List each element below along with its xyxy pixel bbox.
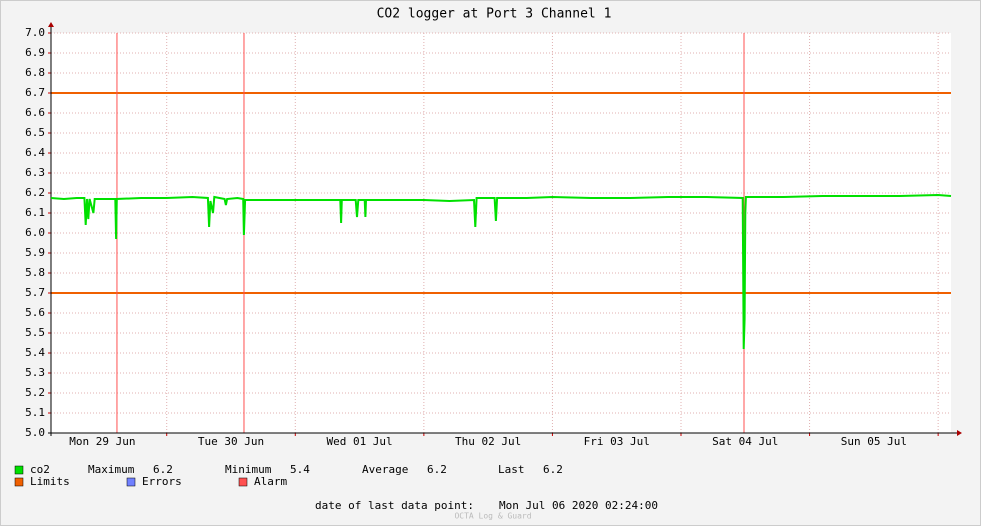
y-tick-label: 6.7	[25, 86, 45, 99]
footer-value: Mon Jul 06 2020 02:24:00	[499, 499, 658, 512]
stat-value: 6.2	[543, 463, 563, 476]
y-tick-label: 5.0	[25, 426, 45, 439]
x-tick-label: Fri 03 Jul	[584, 435, 650, 448]
legend-swatch	[126, 477, 136, 487]
y-tick-label: 5.6	[25, 306, 45, 319]
data-line	[50, 193, 952, 350]
legend-label: co2	[30, 463, 50, 476]
y-tick-label: 6.4	[25, 146, 45, 159]
y-tick-label: 5.4	[25, 346, 45, 359]
y-tick-label: 5.8	[25, 266, 45, 279]
x-tick-label: Sat 04 Jul	[712, 435, 778, 448]
x-tick-label: Thu 02 Jul	[455, 435, 521, 448]
chart-title: CO2 logger at Port 3 Channel 1	[377, 7, 612, 22]
y-tick-label: 5.2	[25, 386, 45, 399]
footer-label: date of last data point:	[315, 499, 474, 512]
x-tick-label: Wed 01 Jul	[326, 435, 392, 448]
watermark: OCTA Log & Guard	[454, 512, 531, 521]
stat-value: 6.2	[427, 463, 447, 476]
y-tick-label: 6.9	[25, 46, 45, 59]
stat-label: Last	[498, 463, 525, 476]
legend-swatch	[14, 477, 24, 487]
legend-label: Errors	[142, 475, 182, 488]
stat-value: 6.2	[153, 463, 173, 476]
axis-arrow	[48, 22, 54, 27]
x-tick-label: Sun 05 Jul	[841, 435, 907, 448]
stat-label: Maximum	[88, 463, 135, 476]
axis-arrow	[957, 430, 962, 436]
stat-label: Average	[362, 463, 408, 476]
legend-label: Alarm	[254, 475, 287, 488]
y-tick-label: 6.3	[25, 166, 45, 179]
stat-label: Minimum	[225, 463, 272, 476]
y-tick-label: 5.3	[25, 366, 45, 379]
y-tick-label: 6.2	[25, 186, 45, 199]
stat-value: 5.4	[290, 463, 310, 476]
y-tick-label: 6.0	[25, 226, 45, 239]
y-tick-label: 6.5	[25, 126, 45, 139]
legend-swatch	[14, 465, 24, 475]
y-tick-label: 5.1	[25, 406, 45, 419]
legend-label: Limits	[30, 475, 70, 488]
y-tick-label: 6.6	[25, 106, 45, 119]
y-tick-label: 5.9	[25, 246, 45, 259]
x-tick-label: Tue 30 Jun	[198, 435, 264, 448]
y-tick-label: 6.1	[25, 206, 45, 219]
y-tick-label: 7.0	[25, 26, 45, 39]
x-tick-label: Mon 29 Jun	[69, 435, 135, 448]
legend-swatch	[238, 477, 248, 487]
y-tick-label: 5.5	[25, 326, 45, 339]
y-tick-label: 5.7	[25, 286, 45, 299]
y-tick-label: 6.8	[25, 66, 45, 79]
